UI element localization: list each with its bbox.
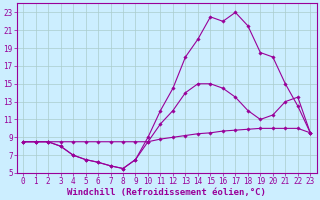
X-axis label: Windchill (Refroidissement éolien,°C): Windchill (Refroidissement éolien,°C) [67, 188, 266, 197]
